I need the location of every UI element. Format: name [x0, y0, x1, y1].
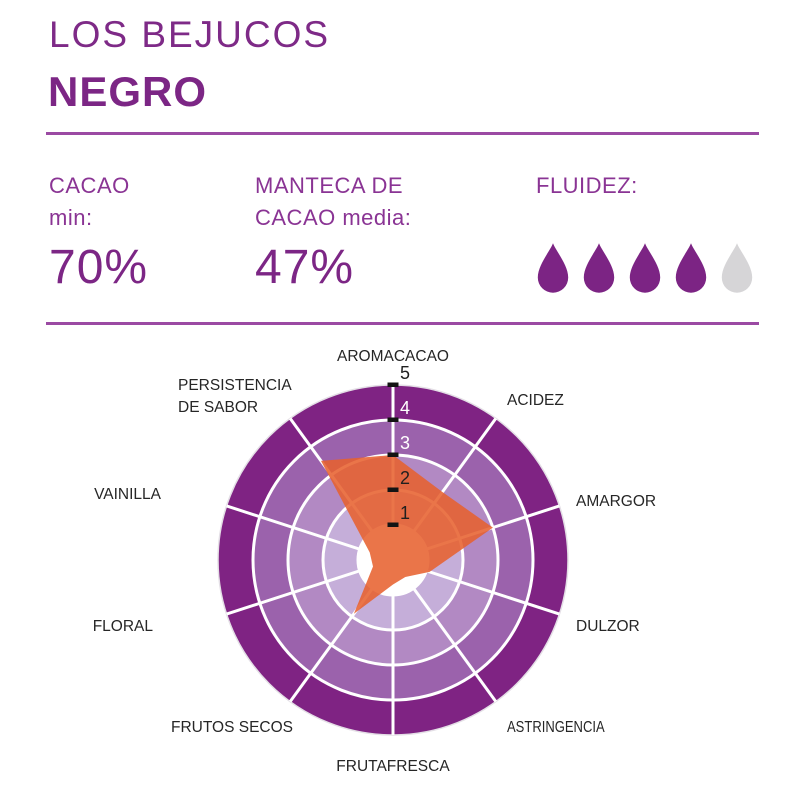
radar-spoke: [226, 504, 394, 562]
spec-cacao-label: CACAO: [49, 173, 130, 198]
fluidez-droplets: [534, 241, 756, 295]
brand-title: LOS BEJUCOS: [49, 14, 331, 55]
axis-label-astringencia: ASTRINGENCIA: [507, 719, 605, 736]
divider: [46, 322, 759, 325]
radar-spoke: [226, 558, 394, 616]
axis-label-floral: FLORAL: [92, 618, 153, 635]
spec-fluidez-label: FLUIDEZ:: [536, 173, 638, 198]
axis-tick-label: 1: [400, 503, 410, 523]
axis-label-dulzor: DULZOR: [576, 618, 640, 635]
radar-series-polygon: [321, 455, 493, 614]
axis-tick-label: 5: [400, 363, 410, 383]
axis-label-frutafresca: FRUTAFRESCA: [336, 758, 450, 775]
axis-tick: [387, 452, 399, 457]
radar-spoke: [391, 559, 498, 703]
spec-cacao: CACAO min: 70%: [49, 170, 148, 294]
spec-cacao-value: 70%: [49, 241, 149, 294]
axis-label-vainilla: VAINILLA: [94, 486, 161, 503]
axis-tick: [387, 417, 399, 422]
axis-label-aromacacao: AROMACACAO: [337, 348, 449, 365]
radar-chart: 1 2 3 4 5: [217, 363, 569, 736]
spec-fluidez: FLUIDEZ:: [536, 170, 638, 202]
droplet-icon: [721, 243, 753, 293]
axis-label-amargor: AMARGOR: [576, 493, 657, 510]
spec-manteca-label: MANTECA DE: [255, 173, 404, 198]
spec-manteca-value: 47%: [255, 241, 355, 294]
axis-tick-label: 4: [400, 398, 410, 418]
droplet-icon: [537, 243, 569, 293]
axis-label-acidez: ACIDEZ: [507, 392, 564, 409]
axis-label-persistencia-de-sabor: PERSISTENCIA DE SABOR: [178, 377, 291, 416]
axis-tick-label: 3: [400, 433, 410, 453]
divider: [46, 132, 759, 135]
axis-label-frutos-secos: FRUTOS SECOS: [170, 719, 293, 736]
axis-tick: [387, 487, 399, 492]
droplet-icon: [583, 243, 615, 293]
axis-tick: [387, 522, 399, 527]
axis-tick-label: 2: [400, 468, 410, 488]
product-name: NEGRO: [48, 68, 208, 115]
droplet-icon: [629, 243, 661, 293]
spec-manteca-sublabel: CACAO media:: [255, 205, 412, 230]
spec-manteca: MANTECA DE CACAO media: 47%: [255, 170, 411, 294]
droplet-icon: [675, 243, 707, 293]
axis-tick: [387, 382, 399, 387]
spec-cacao-sublabel: min:: [49, 205, 93, 230]
